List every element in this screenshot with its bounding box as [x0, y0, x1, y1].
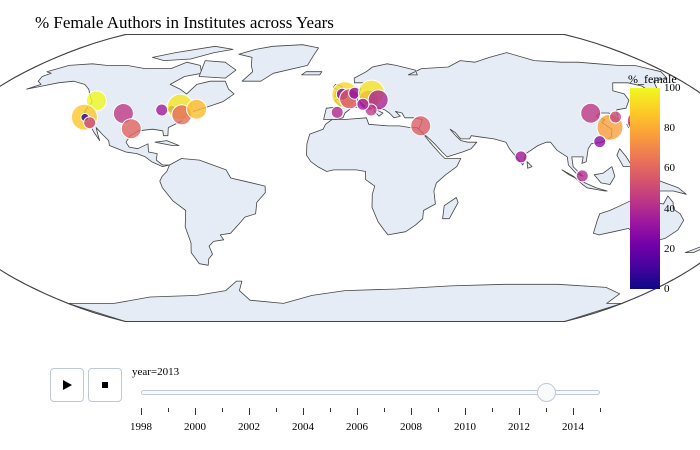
land-arctic-islands — [152, 45, 234, 61]
colorbar-tick-100: 100 — [664, 82, 681, 94]
institute-point-6[interactable] — [155, 103, 169, 117]
land-borneo — [593, 166, 616, 185]
slider-tick-label-2012[interactable]: 2012 — [508, 421, 530, 433]
slider-tick-label-2008[interactable]: 2008 — [400, 421, 422, 433]
slider-tick-2008 — [411, 408, 412, 415]
year-slider-handle[interactable] — [536, 383, 556, 402]
world-map[interactable] — [0, 0, 700, 340]
chart-title: % Female Authors in Institutes across Ye… — [35, 13, 334, 32]
land-iceland — [301, 71, 323, 76]
institute-point-22[interactable] — [410, 115, 432, 137]
colorbar-title: %_female — [628, 72, 677, 86]
land-south-america — [159, 158, 266, 266]
institute-point-5[interactable] — [120, 118, 142, 140]
slider-tick-label-2002[interactable]: 2002 — [238, 421, 260, 433]
colorbar-tick-20: 20 — [664, 243, 675, 255]
slider-tick-2009 — [438, 408, 439, 412]
slider-tick-2005 — [330, 408, 331, 412]
colorbar-tick-80: 80 — [664, 122, 675, 134]
slider-tick-2002 — [249, 408, 250, 415]
colorbar-tick-60: 60 — [664, 162, 675, 174]
slider-current-value: year=2013 — [132, 366, 180, 378]
slider-tick-label-2000[interactable]: 2000 — [184, 421, 206, 433]
institute-point-27[interactable] — [593, 135, 607, 149]
colorbar-tick-0: 0 — [664, 283, 670, 295]
land-europe — [323, 52, 668, 177]
slider-tick-2007 — [384, 408, 385, 412]
land-philippines — [616, 148, 633, 167]
institute-point-25[interactable] — [575, 169, 589, 183]
institute-point-21[interactable] — [356, 97, 370, 111]
land-cuba — [154, 140, 180, 146]
institute-point-3[interactable] — [83, 116, 97, 130]
slider-tick-2015 — [600, 408, 601, 412]
slider-tick-2000 — [195, 408, 196, 415]
slider-tick-label-1998[interactable]: 1998 — [130, 421, 152, 433]
slider-tick-1998 — [141, 408, 142, 415]
slider-tick-label-2014[interactable]: 2014 — [562, 421, 584, 433]
slider-tick-2011 — [492, 408, 493, 412]
year-slider-track[interactable] — [141, 390, 600, 395]
colorbar — [630, 88, 660, 289]
institute-point-23[interactable] — [514, 150, 528, 164]
slider-tick-label-2006[interactable]: 2006 — [346, 421, 368, 433]
land-greenland — [238, 44, 319, 82]
slider-tick-2003 — [276, 408, 277, 412]
institute-point-24[interactable] — [580, 102, 602, 124]
slider-tick-2001 — [222, 408, 223, 412]
land-africa — [306, 117, 462, 236]
stop-button[interactable] — [88, 368, 122, 402]
play-button[interactable] — [50, 368, 84, 402]
land-madagascar — [442, 197, 459, 220]
land-baffin — [198, 60, 237, 79]
institute-point-10[interactable] — [186, 98, 208, 120]
institute-point-28[interactable] — [609, 110, 622, 124]
colorbar-tick-40: 40 — [664, 203, 675, 215]
slider-tick-2004 — [303, 408, 304, 415]
slider-tick-2012 — [519, 408, 520, 415]
slider-tick-label-2010[interactable]: 2010 — [454, 421, 476, 433]
slider-tick-2013 — [546, 408, 547, 412]
map-frame-border — [0, 34, 700, 322]
stop-icon — [102, 382, 108, 388]
land-layer — [26, 44, 700, 322]
slider-tick-label-2004[interactable]: 2004 — [292, 421, 314, 433]
land-antarctica — [67, 280, 623, 322]
land-new-zealand — [684, 244, 700, 253]
slider-tick-1999 — [168, 408, 169, 412]
play-icon — [63, 380, 72, 390]
land-sri-lanka — [526, 161, 533, 169]
slider-tick-2006 — [357, 408, 358, 415]
institute-point-12[interactable] — [330, 105, 344, 119]
slider-tick-2014 — [573, 408, 574, 415]
slider-tick-2010 — [465, 408, 466, 415]
